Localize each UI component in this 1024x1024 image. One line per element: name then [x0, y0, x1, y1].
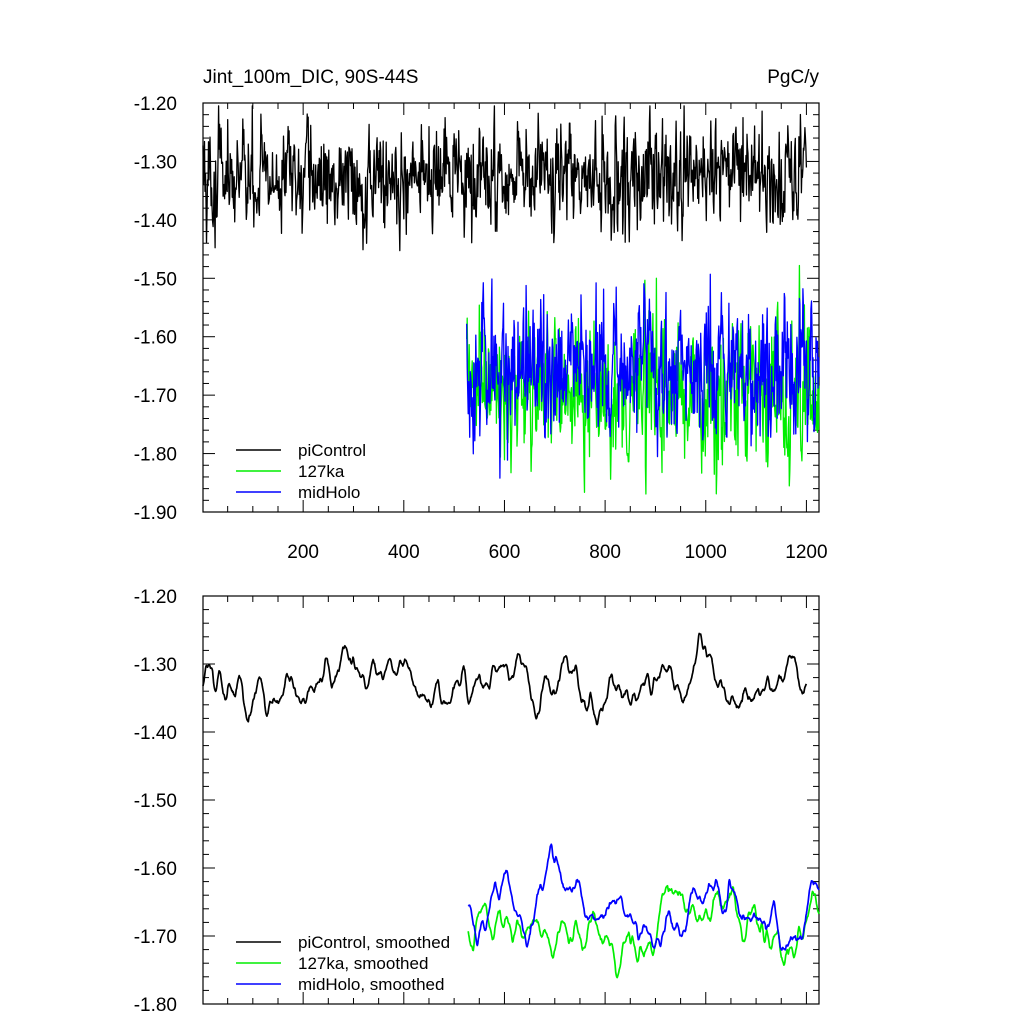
legend-label: midHolo, smoothed	[298, 975, 444, 994]
legend-label: 127ka, smoothed	[298, 954, 428, 973]
y-tick-label: -1.40	[134, 723, 177, 744]
y-tick-label: -1.90	[134, 503, 177, 524]
y-tick-label: -1.30	[134, 655, 177, 676]
x-tick-label: 800	[589, 542, 621, 563]
series-line-picontrol	[202, 105, 808, 252]
y-tick-label: -1.80	[134, 995, 177, 1016]
plot-frame	[202, 102, 820, 513]
top-title: Jint_100m_DIC, 90S-44S	[203, 67, 418, 88]
series-line-midholo	[466, 273, 820, 479]
y-tick-label: -1.50	[134, 791, 177, 812]
series-line-picontrol-smoothed	[202, 632, 808, 726]
y-tick-label: -1.70	[134, 927, 177, 948]
x-tick-label: 1000	[685, 542, 727, 563]
plot-frame	[202, 595, 820, 1005]
legend-label: midHolo	[298, 483, 360, 502]
x-tick-label: 1200	[785, 542, 827, 563]
series-line-midholo-smoothed	[467, 843, 820, 951]
x-tick-label: 400	[388, 542, 420, 563]
y-tick-label: -1.70	[134, 386, 177, 407]
top-units-label: PgC/y	[767, 67, 819, 88]
y-tick-label: -1.40	[134, 211, 177, 232]
x-tick-label: 200	[287, 542, 319, 563]
x-tick-label: 600	[489, 542, 521, 563]
series-line-127ka-smoothed	[467, 884, 820, 979]
y-tick-label: -1.20	[134, 94, 177, 115]
y-tick-label: -1.50	[134, 269, 177, 290]
legend-label: piControl, smoothed	[298, 933, 450, 952]
y-tick-label: -1.60	[134, 859, 177, 880]
y-tick-label: -1.60	[134, 328, 177, 349]
bottom-panel: -1.20 -1.30 -1.40 -1.50 -1.60 -1.70 -1.80 piCon…	[134, 587, 820, 1016]
legend-label: piControl	[298, 441, 366, 460]
y-tick-label: -1.30	[134, 152, 177, 173]
y-tick-label: -1.20	[134, 587, 177, 608]
y-tick-label: -1.80	[134, 445, 177, 466]
top-panel: -1.20 -1.30 -1.40 -1.50 -1.60 -1.70 -1.80 -1.90…	[134, 94, 828, 563]
legend-label: 127ka	[298, 462, 345, 481]
